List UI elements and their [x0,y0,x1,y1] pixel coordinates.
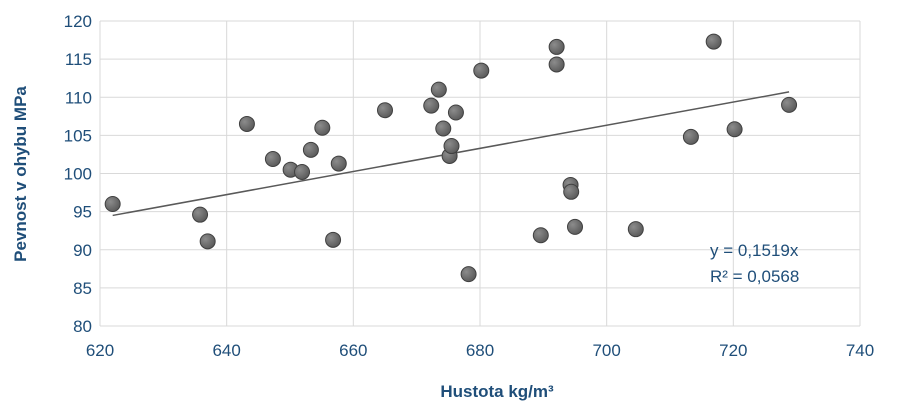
data-point-22 [548,56,565,73]
data-point-13 [430,81,447,98]
data-point-24 [563,183,580,200]
data-point-2 [199,233,216,250]
data-point-16 [443,138,460,155]
y-tick-label: 120 [64,12,92,31]
data-point-26 [627,221,644,238]
x-tick-label: 700 [592,341,620,360]
data-point-7 [302,141,319,158]
y-tick-label: 85 [73,279,92,298]
x-tick-label: 680 [466,341,494,360]
data-point-6 [294,163,311,180]
trendline-annotation-1: R² = 0,0568 [710,267,799,286]
y-axis-ticks: 80 85 90 95 100 105 110 115 120 [64,12,92,336]
data-point-25 [567,218,583,235]
y-tick-label: 100 [64,165,92,184]
trendline-equation: y = 0,1519x R² = 0,0568 [710,241,799,286]
data-point-14 [435,120,452,137]
data-point-21 [548,38,565,55]
data-point-1 [192,206,209,223]
data-point-17 [447,104,464,121]
x-axis-title: Hustota kg/m³ [440,382,554,401]
x-tick-label: 720 [719,341,747,360]
trendline-annotation-0: y = 0,1519x [710,241,799,260]
y-tick-label: 95 [73,203,92,222]
data-point-27 [682,128,699,145]
data-point-3 [238,115,255,132]
y-tick-label: 90 [73,241,92,260]
data-point-9 [325,231,342,248]
data-point-19 [473,62,490,79]
data-point-4 [264,151,281,168]
gridlines [99,20,861,327]
data-point-18 [460,266,477,283]
data-point-0 [104,196,121,212]
x-tick-label: 660 [339,341,367,360]
data-point-11 [377,102,393,119]
y-tick-label: 105 [64,126,92,145]
y-tick-label: 110 [65,88,92,107]
data-point-28 [705,33,722,50]
x-axis-ticks: 620 640 660 680 700 720 740 [86,341,874,360]
data-point-12 [423,97,440,114]
y-axis-title: Pevnost v ohybu MPa [11,86,30,262]
data-point-29 [726,121,743,138]
x-tick-label: 620 [86,341,114,360]
y-tick-label: 115 [65,50,92,69]
data-points [104,33,798,283]
data-point-10 [330,155,347,172]
data-point-30 [781,96,798,113]
data-point-8 [314,119,331,136]
y-tick-label: 80 [73,317,92,336]
data-point-20 [532,227,549,244]
x-tick-label: 740 [846,341,874,360]
x-tick-label: 640 [212,341,240,360]
